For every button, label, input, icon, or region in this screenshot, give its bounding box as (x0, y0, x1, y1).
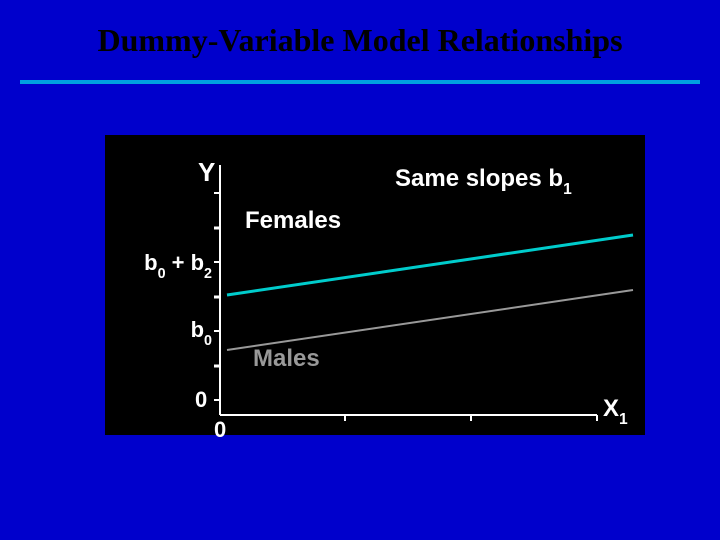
slide-title: Dummy-Variable Model Relationships (0, 22, 720, 59)
y-axis-label: Y (198, 157, 215, 188)
same-slopes-label: Same slopes b1 (395, 165, 572, 197)
zero-x-label: 0 (214, 417, 226, 443)
males-label: Males (253, 345, 320, 373)
zero-y-label: 0 (195, 387, 207, 413)
title-underline (20, 80, 700, 84)
b0-plus-b2-label: b0 + b2 (144, 250, 212, 279)
b0-label: b0 (191, 317, 212, 346)
chart-panel: Y X1 b0 + b2 b0 0 0 Same slopes b1 Femal… (105, 135, 645, 435)
females-label: Females (245, 207, 341, 235)
x-axis-label: X1 (603, 395, 628, 427)
